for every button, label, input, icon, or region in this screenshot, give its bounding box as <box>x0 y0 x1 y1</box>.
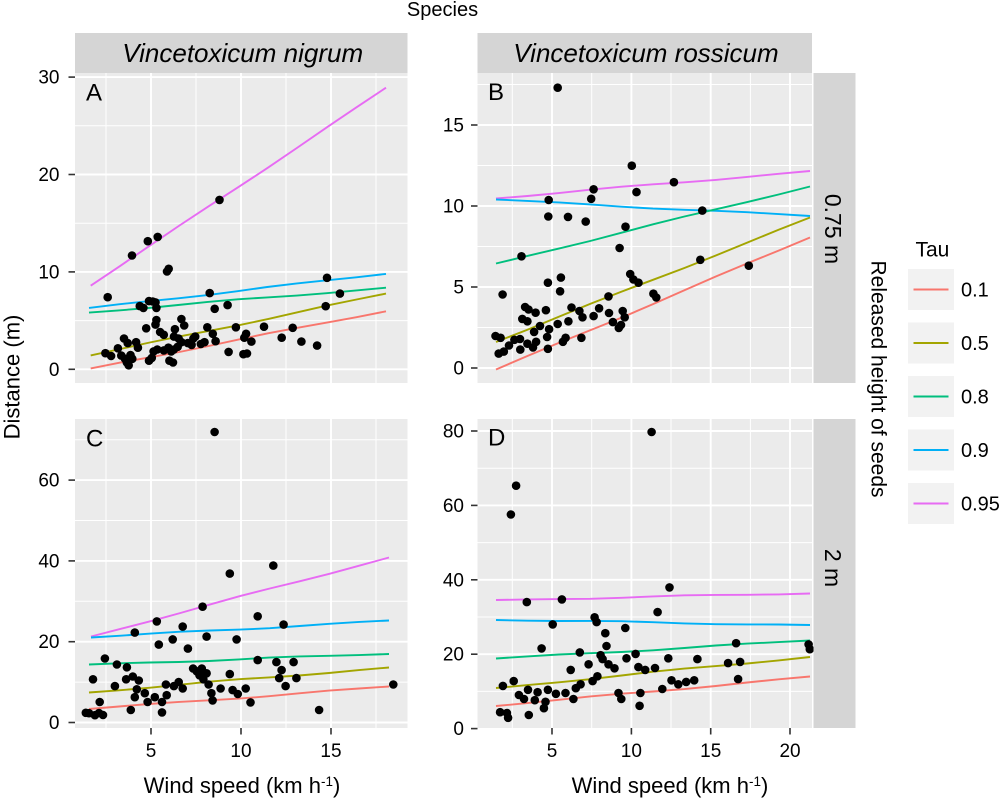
svg-text:0: 0 <box>49 360 60 381</box>
svg-text:0.5: 0.5 <box>961 333 989 355</box>
svg-text:B: B <box>488 79 504 106</box>
svg-text:0.8: 0.8 <box>961 387 989 409</box>
svg-text:0: 0 <box>49 713 60 734</box>
svg-text:D: D <box>488 425 505 452</box>
svg-text:15: 15 <box>443 116 464 137</box>
svg-text:Tau: Tau <box>916 239 950 262</box>
svg-text:C: C <box>86 426 103 453</box>
svg-text:60: 60 <box>443 496 464 517</box>
svg-text:Species: Species <box>407 0 478 21</box>
svg-text:0: 0 <box>453 359 464 380</box>
svg-text:15: 15 <box>700 741 721 762</box>
svg-text:A: A <box>86 80 102 107</box>
svg-text:40: 40 <box>443 570 464 591</box>
svg-text:2 m: 2 m <box>820 549 846 587</box>
svg-text:Wind speed (km h-1): Wind speed (km h-1) <box>572 773 769 798</box>
svg-text:10: 10 <box>230 741 251 762</box>
svg-text:0.75 m: 0.75 m <box>820 194 846 264</box>
svg-text:10: 10 <box>38 262 59 283</box>
svg-text:0: 0 <box>453 719 464 740</box>
svg-text:0.95: 0.95 <box>961 494 1000 516</box>
svg-text:60: 60 <box>38 471 59 492</box>
svg-text:5: 5 <box>453 278 464 299</box>
svg-text:Vincetoxicum rossicum: Vincetoxicum rossicum <box>513 38 778 68</box>
svg-text:30: 30 <box>38 68 59 89</box>
svg-text:5: 5 <box>547 741 558 762</box>
svg-text:0.9: 0.9 <box>961 440 989 462</box>
svg-text:15: 15 <box>320 741 341 762</box>
svg-text:10: 10 <box>443 197 464 218</box>
svg-text:40: 40 <box>38 551 59 572</box>
svg-text:20: 20 <box>443 645 464 666</box>
svg-text:Distance (m): Distance (m) <box>0 315 25 440</box>
svg-text:20: 20 <box>38 632 59 653</box>
svg-text:5: 5 <box>146 741 157 762</box>
svg-text:Vincetoxicum nigrum: Vincetoxicum nigrum <box>122 38 363 68</box>
svg-text:80: 80 <box>443 422 464 443</box>
svg-text:10: 10 <box>621 741 642 762</box>
svg-text:20: 20 <box>779 741 800 762</box>
svg-text:Wind speed (km h-1): Wind speed (km h-1) <box>144 773 341 798</box>
svg-text:Released height of seeds: Released height of seeds <box>867 261 890 498</box>
svg-text:0.1: 0.1 <box>961 280 989 302</box>
svg-text:20: 20 <box>38 165 59 186</box>
